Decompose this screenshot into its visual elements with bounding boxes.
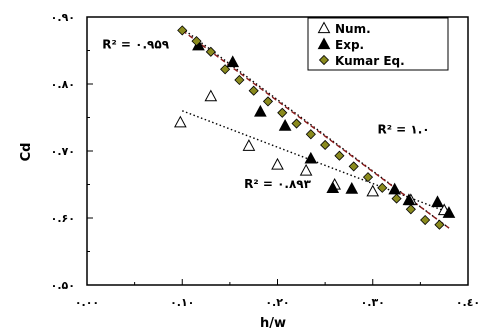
data-point — [402, 193, 416, 206]
data-point — [226, 55, 240, 68]
data-point — [191, 36, 202, 47]
y-tick-label: ٠.٩٠ — [51, 11, 75, 24]
legend-box — [307, 17, 449, 71]
data-point — [334, 150, 345, 161]
data-point — [348, 161, 359, 172]
data-point — [362, 172, 374, 183]
y-tick-label: ٠.٨٠ — [51, 78, 75, 91]
data-point — [320, 139, 331, 151]
data-point — [326, 181, 340, 194]
trendlines — [181, 27, 450, 229]
legend-label: Kumar Eq. — [335, 54, 405, 68]
x-tick-label: ٠.١٠ — [170, 296, 194, 309]
legend-marker — [317, 21, 331, 34]
y-tick-label: ٠.۶٠ — [51, 212, 75, 225]
x-axis-title: h/w — [260, 316, 286, 331]
r-squared-label: R² = ٠.٩۵٩ — [102, 37, 169, 51]
x-tick-label: ٠.٠٠ — [75, 296, 99, 309]
data-point — [405, 204, 416, 215]
data-point — [299, 163, 313, 176]
data-point — [205, 46, 216, 57]
x-tick-label: ٠.٢٠ — [265, 296, 289, 309]
data-point — [291, 118, 302, 129]
y-tick-label: ٠.٧٠ — [51, 145, 75, 158]
data-point — [220, 64, 231, 75]
r-squared-label: R² = ٠.٨٩٣ — [244, 177, 311, 191]
y-tick-label: ٠.۵٠ — [51, 279, 75, 292]
data-point — [254, 104, 267, 117]
data-point — [305, 129, 316, 140]
legend-marker — [317, 37, 331, 50]
data-point — [248, 85, 259, 96]
data-point — [177, 25, 188, 36]
data-point — [204, 89, 218, 102]
data-point — [234, 74, 245, 86]
data-point — [431, 195, 444, 208]
trendline — [181, 29, 450, 229]
data-point — [442, 206, 456, 218]
data-point — [277, 107, 288, 118]
x-tick-label: ٠.٤٠ — [456, 296, 478, 309]
data-point — [174, 115, 187, 128]
data-point — [388, 182, 401, 195]
data-point — [262, 96, 274, 107]
data-point — [420, 214, 431, 226]
data-point — [345, 181, 359, 194]
legend: Num. Exp. Kumar Eq. — [307, 17, 449, 71]
legend-marker — [318, 54, 330, 66]
data-point — [304, 151, 318, 164]
x-tick-label: ٠.٣٠ — [361, 296, 385, 309]
data-point — [434, 219, 445, 230]
data-point — [366, 184, 380, 197]
y-axis-title: Cd — [19, 143, 34, 162]
data-points — [174, 25, 456, 230]
annotations: R² = ٠.٩۵٩ R² = ١.٠ R² = ٠.٨٩٣ — [102, 37, 429, 190]
legend-label: Exp. — [335, 38, 364, 52]
data-point — [391, 193, 402, 204]
data-point — [377, 182, 388, 193]
data-point — [278, 118, 292, 131]
data-point — [271, 157, 284, 170]
data-point — [242, 139, 256, 151]
r-squared-label: R² = ١.٠ — [378, 123, 430, 137]
axis-ticks: ٠.٠٠ ٠.١٠ ٠.٢٠ ٠.٣٠ ٠.٤٠ ٠.۵٠ ٠.۶٠ ٠.٧٠ ٠.٨٠ ٠.٩٠ — [51, 11, 478, 309]
legend-label: Num. — [335, 22, 371, 36]
